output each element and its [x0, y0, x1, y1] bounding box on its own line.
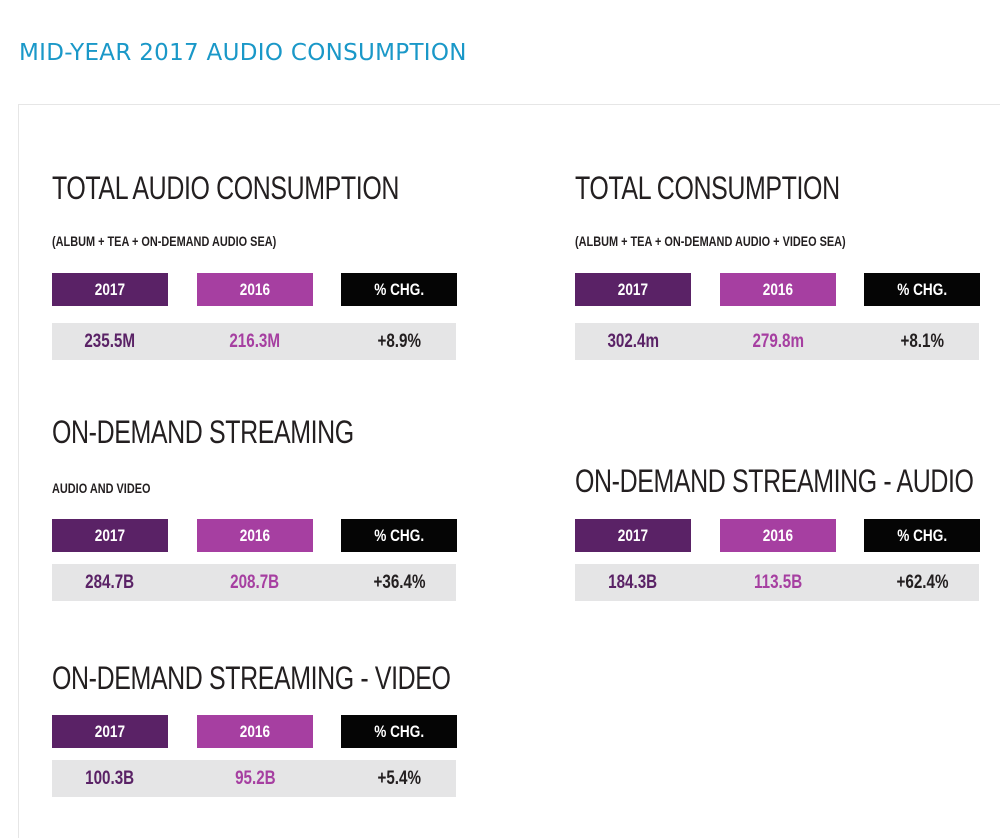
header-2017: 2017 [52, 273, 168, 306]
header-2017: 2017 [575, 519, 691, 552]
header-2016: 2016 [197, 273, 313, 306]
card-subheading: (ALBUM + TEA + ON-DEMAND AUDIO + VIDEO S… [575, 233, 846, 249]
value-2016: 95.2B [234, 767, 276, 789]
value-2016: 216.3M [229, 330, 281, 352]
stats-panel: TOTAL AUDIO CONSUMPTION (ALBUM + TEA + O… [18, 104, 1000, 838]
value-pct-change: +8.9% [377, 330, 421, 352]
header-2016: 2016 [197, 715, 313, 748]
card-subheading: AUDIO AND VIDEO [52, 480, 151, 496]
header-2017: 2017 [52, 715, 168, 748]
header-pct-change: % CHG. [341, 715, 457, 748]
value-2017: 284.7B [85, 571, 135, 593]
value-2017: 235.5M [84, 330, 136, 352]
page-title: MID-YEAR 2017 AUDIO CONSUMPTION [19, 40, 467, 66]
header-2016: 2016 [197, 519, 313, 552]
value-2016: 279.8m [752, 330, 804, 352]
value-2017: 302.4m [607, 330, 659, 352]
value-2016: 113.5B [753, 571, 803, 593]
card-total-audio-consumption: TOTAL AUDIO CONSUMPTION (ALBUM + TEA + O… [52, 105, 457, 365]
header-2017: 2017 [52, 519, 168, 552]
card-subheading: (ALBUM + TEA + ON-DEMAND AUDIO SEA) [52, 233, 277, 249]
header-pct-change: % CHG. [341, 273, 457, 306]
value-row: 184.3B 113.5B +62.4% [575, 564, 979, 601]
card-heading: ON-DEMAND STREAMING - VIDEO [52, 660, 451, 696]
header-pct-change: % CHG. [864, 519, 980, 552]
card-total-consumption: TOTAL CONSUMPTION (ALBUM + TEA + ON-DEMA… [575, 105, 980, 365]
card-heading: ON-DEMAND STREAMING [52, 414, 354, 450]
header-2017: 2017 [575, 273, 691, 306]
value-row: 302.4m 279.8m +8.1% [575, 323, 979, 360]
card-on-demand-streaming-video: ON-DEMAND STREAMING - VIDEO 2017 2016 % … [52, 105, 457, 805]
value-2017: 184.3B [608, 571, 658, 593]
value-pct-change: +36.4% [372, 571, 425, 593]
value-2016: 208.7B [230, 571, 280, 593]
value-row: 284.7B 208.7B +36.4% [52, 564, 456, 601]
header-2016: 2016 [720, 273, 836, 306]
value-row: 235.5M 216.3M +8.9% [52, 323, 456, 360]
header-pct-change: % CHG. [341, 519, 457, 552]
card-on-demand-streaming: ON-DEMAND STREAMING AUDIO AND VIDEO 2017… [52, 105, 457, 605]
card-heading: TOTAL CONSUMPTION [575, 170, 840, 206]
value-pct-change: +8.1% [900, 330, 944, 352]
card-heading: ON-DEMAND STREAMING - AUDIO [575, 463, 974, 499]
header-pct-change: % CHG. [864, 273, 980, 306]
card-heading: TOTAL AUDIO CONSUMPTION [52, 170, 399, 206]
value-pct-change: +5.4% [377, 767, 421, 789]
value-row: 100.3B 95.2B +5.4% [52, 760, 456, 797]
header-2016: 2016 [720, 519, 836, 552]
value-pct-change: +62.4% [895, 571, 948, 593]
value-2017: 100.3B [85, 767, 135, 789]
card-on-demand-streaming-audio: ON-DEMAND STREAMING - AUDIO 2017 2016 % … [575, 105, 980, 605]
